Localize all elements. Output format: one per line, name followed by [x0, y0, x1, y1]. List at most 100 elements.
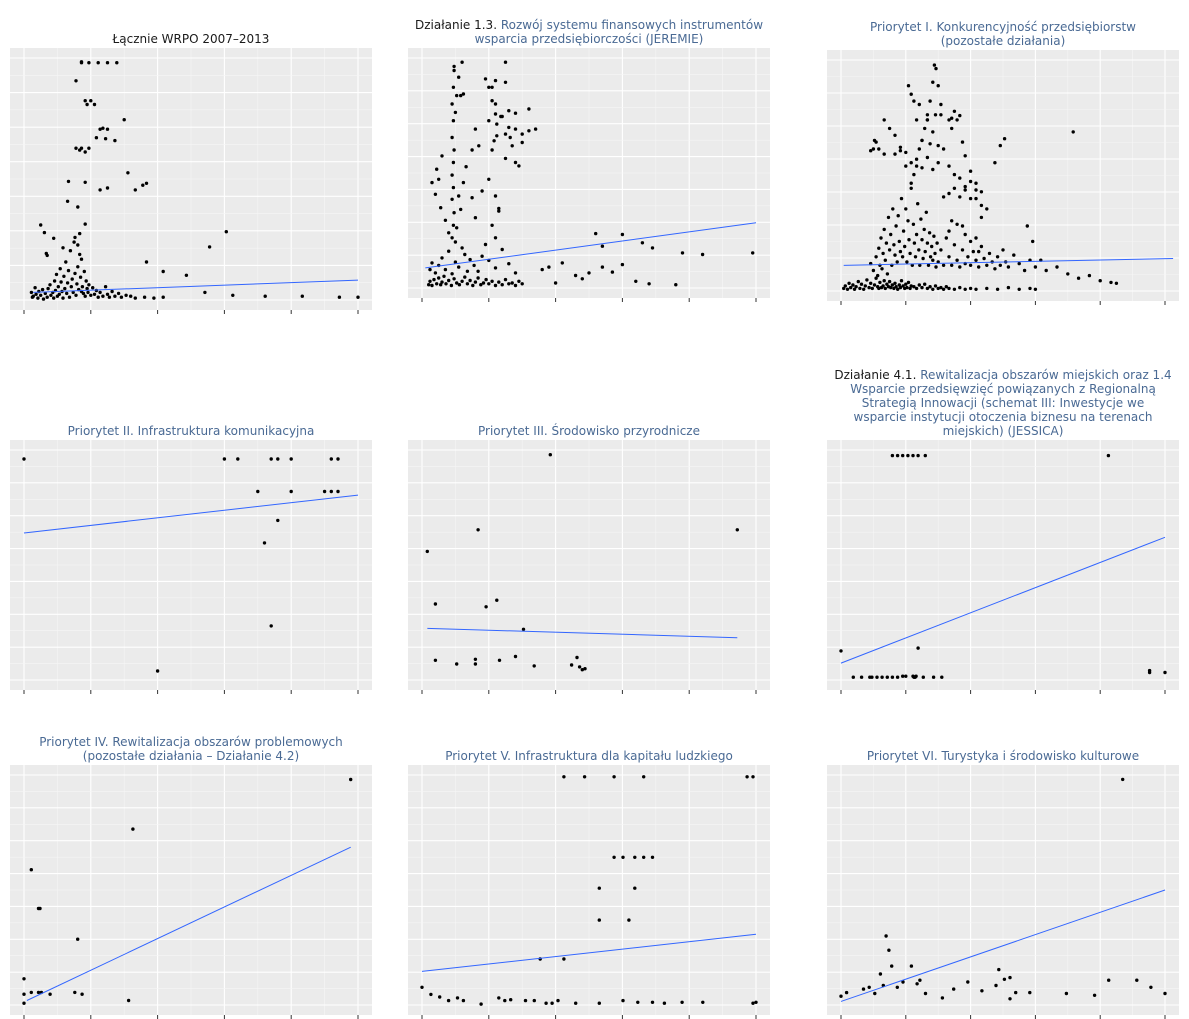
data-point: [941, 147, 946, 151]
data-point: [532, 664, 536, 668]
data-point: [495, 122, 499, 126]
chart-panel-7: Priorytet IV. Rewitalizacja obszarów pro…: [10, 735, 372, 1019]
data-point: [751, 775, 755, 779]
data-point: [455, 662, 459, 666]
data-point: [107, 295, 112, 299]
data-point: [939, 248, 943, 252]
chart-title: Priorytet II. Infrastruktura komunikacyj…: [68, 424, 315, 438]
data-point: [904, 207, 908, 211]
data-point: [944, 285, 948, 289]
data-point: [933, 284, 938, 288]
data-point: [78, 148, 82, 152]
data-point: [36, 990, 41, 995]
data-point: [468, 257, 472, 262]
data-point: [901, 674, 905, 678]
data-point: [974, 188, 978, 192]
data-point: [473, 280, 478, 284]
data-point: [877, 286, 881, 291]
data-point: [481, 281, 486, 285]
data-point: [751, 1001, 755, 1005]
chart-panel-9: Priorytet VI. Turystyka i środowisko kul…: [827, 749, 1179, 1019]
data-point: [83, 99, 87, 103]
data-point: [48, 283, 52, 287]
data-point: [1028, 286, 1032, 291]
data-point: [447, 249, 451, 253]
data-point: [553, 281, 558, 285]
data-point: [939, 285, 943, 290]
data-point: [451, 185, 456, 190]
data-point: [513, 160, 518, 165]
data-point: [461, 180, 466, 185]
data-point: [931, 130, 935, 134]
data-point: [1114, 281, 1119, 285]
data-point: [460, 279, 464, 283]
data-point: [1135, 978, 1139, 982]
chart-panel-1: Łącznie WRPO 2007–2013: [10, 32, 372, 314]
data-point: [443, 267, 448, 272]
data-point: [430, 180, 434, 185]
data-point: [337, 295, 342, 299]
data-point: [851, 283, 855, 287]
data-point: [898, 145, 903, 149]
data-point: [455, 281, 459, 285]
data-point: [909, 92, 913, 96]
data-point: [22, 992, 26, 996]
data-point: [927, 231, 932, 235]
data-point: [897, 239, 901, 244]
data-point: [83, 294, 87, 298]
data-point: [440, 256, 444, 260]
data-point: [203, 290, 207, 295]
chart-panel-3: Priorytet I. Konkurencyjność przedsiębio…: [827, 20, 1179, 305]
data-point: [430, 261, 434, 265]
data-point: [918, 263, 922, 267]
data-point: [433, 271, 438, 275]
chart-panel-5: Priorytet III. Środowisko przyrodnicze: [408, 423, 770, 694]
data-point: [356, 295, 360, 299]
data-point: [442, 274, 446, 278]
data-point: [877, 147, 881, 151]
data-point: [700, 252, 705, 257]
data-point: [520, 140, 524, 145]
data-point: [751, 251, 755, 255]
data-point: [917, 248, 921, 252]
data-point: [492, 139, 496, 143]
data-point: [914, 674, 918, 678]
chart-panel-4: Priorytet II. Infrastruktura komunikacyj…: [10, 424, 372, 694]
data-point: [459, 207, 463, 212]
data-point: [985, 286, 989, 291]
data-point: [701, 1000, 705, 1004]
data-point: [91, 286, 95, 290]
data-point: [909, 181, 913, 185]
data-point: [450, 236, 454, 240]
data-point: [73, 990, 77, 995]
data-point: [465, 282, 470, 286]
data-point: [950, 263, 954, 267]
data-point: [926, 263, 931, 267]
data-point: [49, 293, 53, 297]
data-point: [1147, 670, 1152, 675]
data-point: [1022, 268, 1027, 273]
data-point: [75, 282, 79, 286]
data-point: [513, 271, 518, 275]
data-point: [882, 118, 886, 122]
data-point: [896, 214, 900, 218]
data-point: [1055, 265, 1059, 269]
data-point: [852, 287, 857, 291]
data-point: [429, 992, 433, 997]
data-point: [523, 998, 528, 1003]
data-point: [1025, 224, 1030, 228]
data-point: [876, 273, 880, 278]
data-point: [508, 135, 512, 140]
data-point: [955, 222, 959, 226]
data-point: [950, 126, 954, 131]
data-point: [587, 271, 591, 275]
data-point: [497, 209, 501, 213]
data-point: [222, 457, 227, 461]
data-point: [633, 855, 637, 859]
trend-line: [840, 536, 1166, 664]
data-point: [495, 134, 499, 138]
data-point: [867, 285, 871, 290]
data-point: [849, 285, 853, 290]
data-point: [985, 263, 989, 267]
